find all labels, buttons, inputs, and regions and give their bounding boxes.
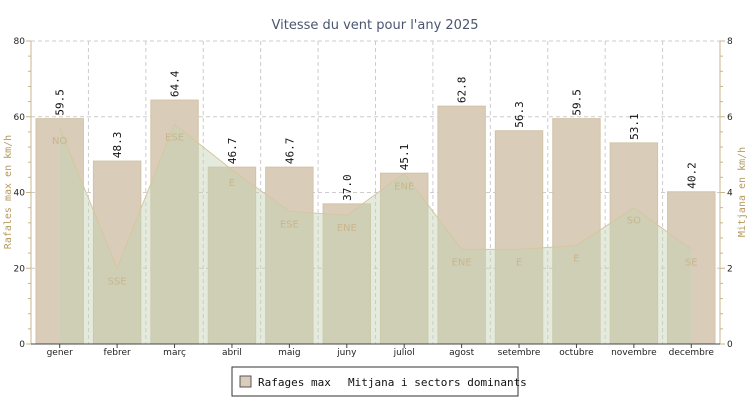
- sector-label: SE: [685, 257, 698, 268]
- bar: [609, 142, 659, 345]
- x-tick-label: maig: [278, 348, 301, 358]
- x-tick-label: març: [163, 348, 186, 358]
- bar-value-label: 59.5: [570, 89, 583, 116]
- legend-box: [231, 366, 519, 397]
- y2-axis-title: Mitjana en km/h: [737, 147, 748, 237]
- bar-value-label: 46.7: [283, 138, 296, 165]
- sector-label: E: [229, 178, 235, 189]
- x-tick-label: abril: [222, 348, 242, 358]
- bar: [92, 160, 142, 345]
- x-tick-label: agost: [449, 348, 474, 358]
- x-tick-label: novembre: [611, 348, 657, 358]
- grid: [31, 40, 720, 344]
- bar: [667, 191, 716, 345]
- x-tick-label: febrer: [104, 348, 131, 358]
- chart-title: Vitesse du vent pour l'any 2025: [272, 18, 479, 33]
- bar-value-label: 45.1: [398, 144, 411, 171]
- area-series: [59, 123, 692, 344]
- sector-label: ENE: [337, 223, 357, 234]
- y-tick-label: 40: [14, 189, 26, 199]
- y2-tick-label: 6: [727, 113, 733, 123]
- bar: [207, 166, 257, 345]
- sector-label: E: [573, 254, 579, 265]
- x-tick-label: gener: [47, 348, 73, 358]
- bar-value-label: 40.2: [685, 162, 698, 189]
- bar-value-label: 53.1: [628, 113, 641, 140]
- sector-label: SO: [627, 216, 641, 227]
- y-tick-label: 60: [14, 113, 26, 123]
- legend-swatch-bar: [239, 375, 252, 388]
- bar: [322, 203, 372, 345]
- bar-value-label: 46.7: [226, 138, 239, 164]
- area-fill: [59, 124, 692, 344]
- bar: [150, 99, 199, 345]
- x-tick-label: octubre: [559, 348, 594, 358]
- bar-value-label: 48.3: [111, 132, 124, 159]
- bar-value-label: 62.8: [456, 77, 469, 104]
- y2-tick-label: 2: [727, 264, 733, 274]
- sector-label: ENE: [452, 257, 472, 268]
- sector-label: SSE: [108, 276, 127, 287]
- y2-tick-label: 8: [727, 37, 733, 47]
- y2-tick-label: 0: [727, 340, 733, 350]
- bar-value-label: 56.3: [513, 101, 526, 128]
- y-tick-label: 20: [14, 264, 26, 274]
- bar-value-label: 37.0: [341, 174, 354, 201]
- sector-label: ENE: [394, 182, 414, 193]
- bar-value-label: 64.4: [169, 70, 182, 97]
- bar: [552, 118, 601, 345]
- legend-label-bar: Rafages max: [258, 376, 331, 389]
- bar-series: [35, 99, 716, 345]
- sector-label: ESE: [165, 132, 184, 143]
- area-line: [59, 123, 692, 270]
- bar: [35, 118, 84, 345]
- sector-label: E: [516, 257, 522, 268]
- bar: [380, 172, 429, 345]
- legend-label-area: Mitjana i sectors dominants: [348, 376, 527, 389]
- sector-label: ESE: [280, 219, 299, 230]
- x-tick-label: juny: [336, 348, 357, 358]
- bar-value-label: 59.5: [54, 89, 67, 116]
- x-tick-label: decembre: [669, 348, 715, 358]
- axes: 0 20 40 60 80 0 2 4 6 8 gener febrer març abril maig ju…: [14, 37, 733, 358]
- y2-tick-label: 4: [727, 189, 733, 199]
- x-tick-label: juliol: [393, 348, 415, 358]
- legend: Rafages max Mitjana i sectors dominants: [231, 366, 527, 397]
- bar: [494, 130, 544, 345]
- y-tick-label: 0: [19, 340, 25, 350]
- data-labels: 59.5 48.3 64.4 46.7 46.7 37.0 45.1 62.8 56.3 59.5…: [52, 70, 698, 287]
- y-tick-label: 80: [14, 37, 26, 47]
- x-tick-label: setembre: [498, 348, 541, 358]
- y-axis-title: Rafales max en km/h: [3, 135, 14, 249]
- bar: [265, 166, 314, 345]
- sector-label: NO: [52, 136, 67, 147]
